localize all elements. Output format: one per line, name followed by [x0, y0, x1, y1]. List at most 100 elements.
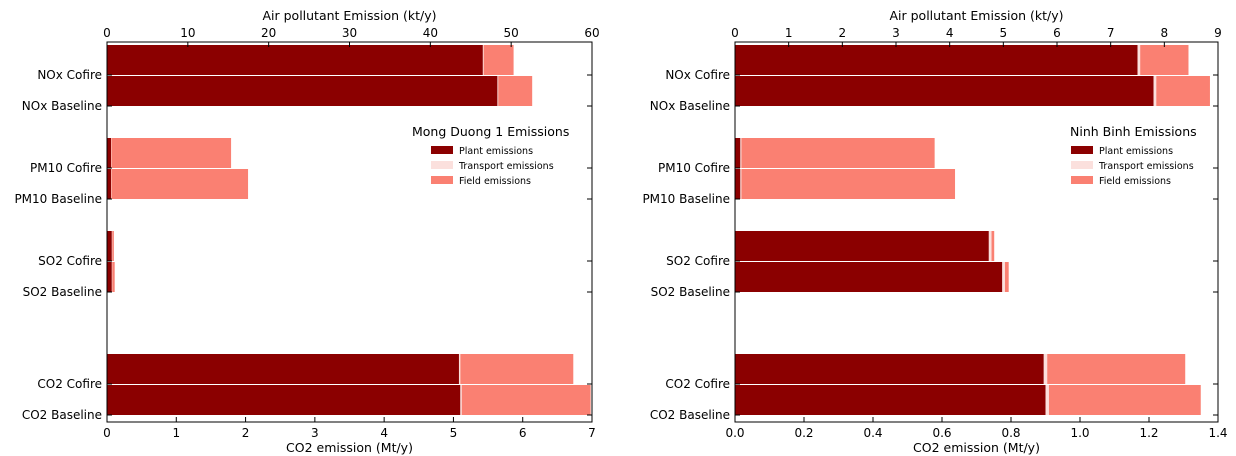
category-label-so2-cofire: SO2 Cofire — [666, 254, 730, 268]
bar-nox-cofire-field-emissions — [1140, 45, 1189, 75]
bottom-tick-label: 6 — [519, 426, 527, 440]
bottom-tick-label: 0.6 — [932, 426, 951, 440]
bar-so2-cofire-field-emissions — [112, 231, 114, 261]
legend-label-plant-emissions: Plant emissions — [1099, 146, 1173, 157]
bottom-tick-label: 0.4 — [863, 426, 882, 440]
legend-label-field-emissions: Field emissions — [1099, 176, 1171, 187]
bar-nox-cofire-transport-emissions — [482, 45, 484, 75]
legend-swatch-field-emissions — [431, 176, 453, 184]
top-tick-label: 3 — [892, 26, 900, 40]
bottom-tick-label: 1.2 — [1139, 426, 1158, 440]
top-tick-label: 1 — [785, 26, 793, 40]
bar-so2-cofire-plant-emissions — [735, 231, 989, 261]
bar-so2-cofire-field-emissions — [991, 231, 995, 261]
mong-duong-chart: 0 10 20 30 40 50 60 0 1 2 3 4 5 6 7 NOx Cofire NOx Basel… — [14, 8, 599, 455]
top-tick-label: 0 — [103, 26, 111, 40]
bar-nox-cofire-transport-emissions — [1137, 45, 1141, 75]
legend-swatch-field-emissions — [1071, 176, 1093, 184]
top-tick-label: 30 — [342, 26, 357, 40]
legend-label-field-emissions: Field emissions — [459, 176, 531, 187]
bar-co2-cofire-transport-emissions — [1043, 354, 1048, 384]
legend-swatch-plant-emissions — [1071, 146, 1093, 154]
bar-co2-baseline-field-emissions — [1048, 385, 1201, 415]
bar-pm10-cofire-transport-emissions — [740, 138, 742, 168]
legend: Mong Duong 1 Emissions Plant emissions Tra… — [412, 124, 569, 187]
top-tick-label: 5 — [1000, 26, 1008, 40]
legend-swatch-transport-emissions — [431, 161, 453, 169]
bar-nox-cofire-plant-emissions — [735, 45, 1138, 75]
bar-nox-baseline-transport-emissions — [1153, 76, 1157, 106]
top-axis-title: Air pollutant Emission (kt/y) — [889, 8, 1063, 23]
bar-co2-baseline-plant-emissions — [107, 385, 461, 415]
bar-so2-baseline-transport-emissions — [1002, 262, 1005, 292]
bottom-tick-label: 5 — [450, 426, 458, 440]
bar-co2-cofire-transport-emissions — [458, 354, 461, 384]
top-tick-label: 50 — [504, 26, 519, 40]
bar-nox-baseline-plant-emissions — [735, 76, 1154, 106]
bar-pm10-baseline-plant-emissions — [107, 169, 112, 199]
ninh-binh-chart: 0 1 2 3 4 5 6 7 8 9 0.0 0.2 0.4 0.6 0.8 1.0 1.2 1.4 NOx Co… — [642, 8, 1227, 455]
bar-co2-baseline-plant-emissions — [735, 385, 1046, 415]
bar-so2-baseline-plant-emissions — [107, 262, 112, 292]
category-label-pm10-cofire: PM10 Cofire — [30, 161, 102, 175]
bar-so2-baseline-field-emissions — [1004, 262, 1009, 292]
top-tick-label: 20 — [261, 26, 276, 40]
top-tick-label: 2 — [839, 26, 847, 40]
bottom-tick-label: 1.0 — [1070, 426, 1089, 440]
category-label-nox-cofire: NOx Cofire — [37, 68, 102, 82]
bar-pm10-baseline-plant-emissions — [735, 169, 741, 199]
legend: Ninh Binh Emissions Plant emissions Transp… — [1070, 124, 1197, 187]
bottom-tick-label: 0.0 — [725, 426, 744, 440]
category-label-nox-cofire: NOx Cofire — [665, 68, 730, 82]
category-label-so2-baseline: SO2 Baseline — [23, 285, 102, 299]
category-label-so2-baseline: SO2 Baseline — [651, 285, 730, 299]
category-label-nox-baseline: NOx Baseline — [650, 99, 730, 113]
bar-nox-baseline-transport-emissions — [497, 76, 499, 106]
top-tick-label: 6 — [1053, 26, 1061, 40]
top-tick-label: 8 — [1161, 26, 1169, 40]
top-tick-label: 10 — [180, 26, 195, 40]
bar-co2-cofire-field-emissions — [460, 354, 574, 384]
bar-so2-baseline-plant-emissions — [735, 262, 1003, 292]
category-label-pm10-baseline: PM10 Baseline — [14, 192, 102, 206]
top-tick-label: 9 — [1214, 26, 1222, 40]
bottom-tick-label: 2 — [242, 426, 250, 440]
bottom-tick-label: 1.4 — [1208, 426, 1227, 440]
category-label-pm10-cofire: PM10 Cofire — [658, 161, 730, 175]
legend-swatch-transport-emissions — [1071, 161, 1093, 169]
bar-nox-cofire-plant-emissions — [107, 45, 483, 75]
bottom-axis-title: CO2 emission (Mt/y) — [913, 440, 1040, 455]
bottom-tick-label: 0 — [103, 426, 111, 440]
bar-pm10-cofire-plant-emissions — [107, 138, 112, 168]
category-label-co2-baseline: CO2 Baseline — [22, 408, 102, 422]
legend-label-transport-emissions: Transport emissions — [458, 161, 554, 172]
category-label-co2-cofire: CO2 Cofire — [665, 377, 730, 391]
bar-pm10-cofire-plant-emissions — [735, 138, 741, 168]
bottom-tick-label: 3 — [311, 426, 319, 440]
bar-so2-baseline-field-emissions — [112, 262, 115, 292]
category-label-pm10-baseline: PM10 Baseline — [642, 192, 730, 206]
top-tick-label: 0 — [731, 26, 739, 40]
bar-nox-baseline-plant-emissions — [107, 76, 498, 106]
legend-swatch-plant-emissions — [431, 146, 453, 154]
bar-co2-cofire-plant-emissions — [107, 354, 459, 384]
bar-co2-cofire-plant-emissions — [735, 354, 1044, 384]
top-tick-label: 40 — [423, 26, 438, 40]
bottom-tick-label: 0.2 — [794, 426, 813, 440]
category-label-nox-baseline: NOx Baseline — [22, 99, 102, 113]
bar-nox-baseline-field-emissions — [1156, 76, 1210, 106]
plot-frame — [734, 41, 1219, 423]
bar-pm10-baseline-field-emissions — [111, 169, 249, 199]
bottom-tick-label: 1 — [172, 426, 180, 440]
top-axis-title: Air pollutant Emission (kt/y) — [262, 8, 436, 23]
top-tick-label: 7 — [1107, 26, 1115, 40]
bottom-tick-label: 0.8 — [1001, 426, 1020, 440]
bar-co2-baseline-transport-emissions — [460, 385, 462, 415]
legend-title: Mong Duong 1 Emissions — [412, 124, 569, 139]
bar-co2-baseline-transport-emissions — [1045, 385, 1049, 415]
bar-nox-cofire-field-emissions — [483, 45, 514, 75]
legend-label-plant-emissions: Plant emissions — [459, 146, 533, 157]
bar-nox-baseline-field-emissions — [498, 76, 533, 106]
category-label-so2-cofire: SO2 Cofire — [38, 254, 102, 268]
top-tick-label: 4 — [946, 26, 954, 40]
